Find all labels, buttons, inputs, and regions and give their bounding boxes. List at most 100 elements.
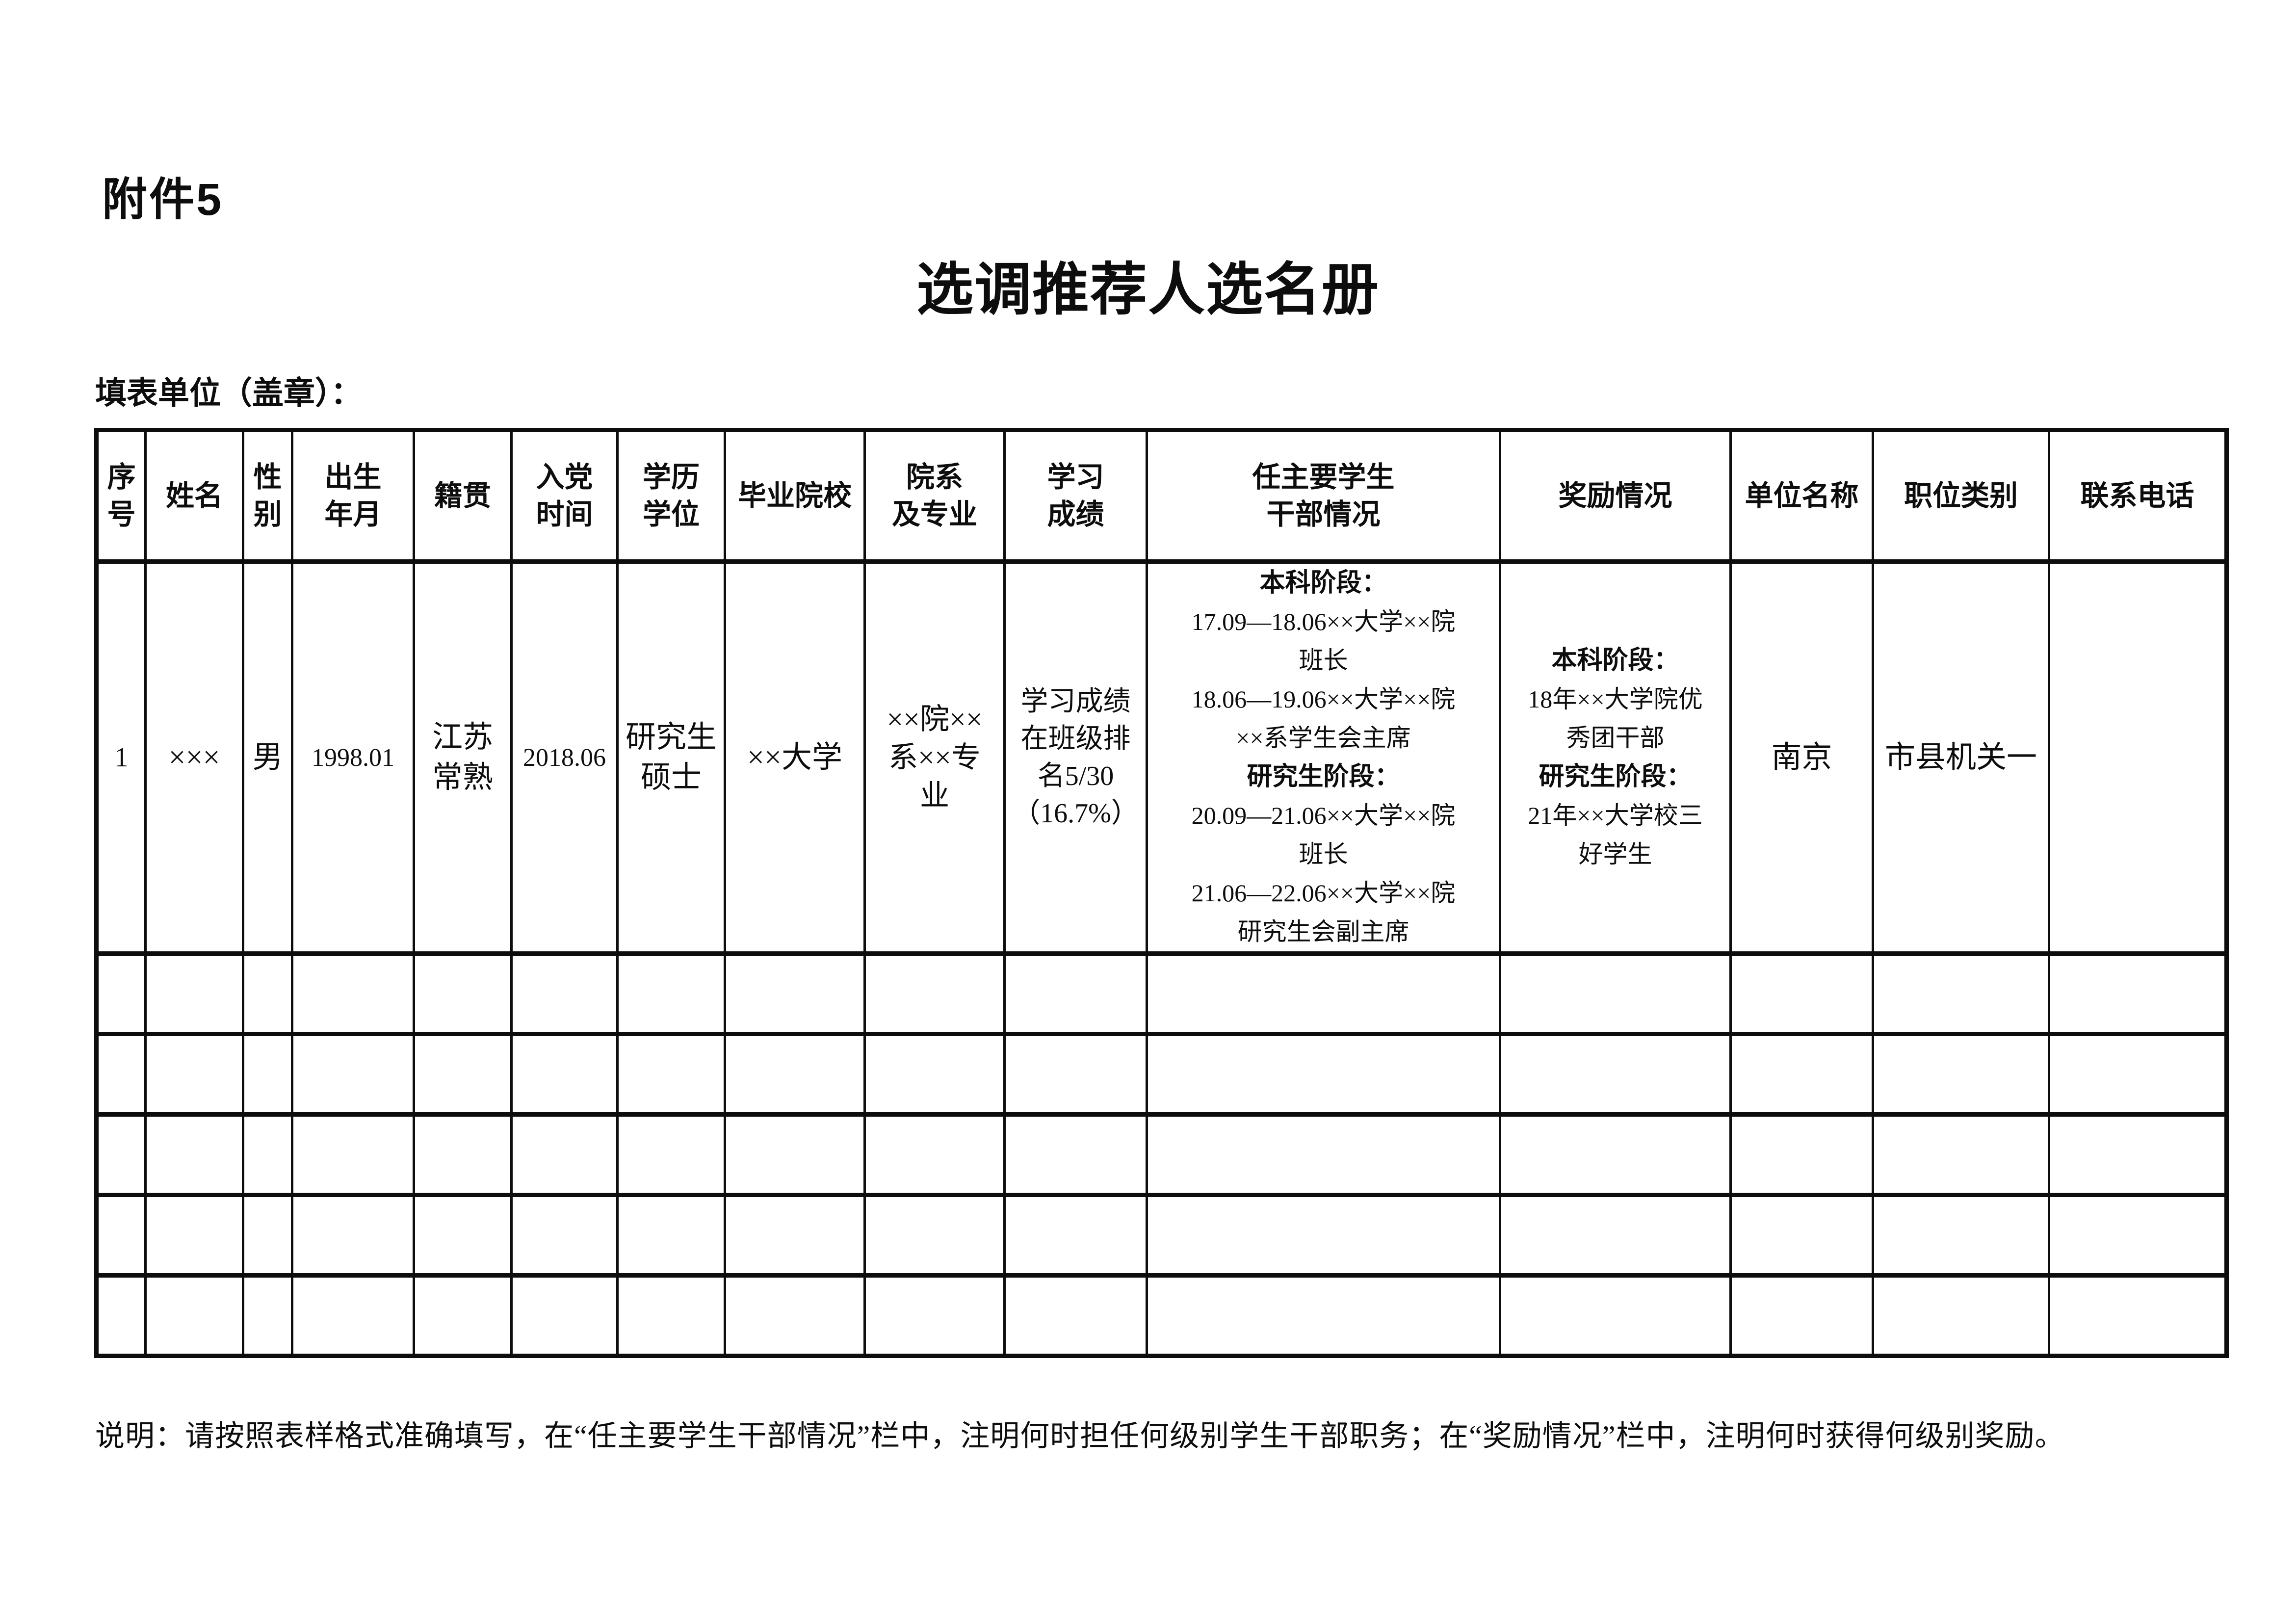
empty-cell xyxy=(510,1032,619,1117)
text-line: 研究生会副主席 xyxy=(1237,918,1409,945)
empty-cell xyxy=(863,1193,1006,1278)
cell-department-major: ××院×× 系××专 业 xyxy=(863,559,1006,956)
empty-cell xyxy=(1146,1193,1501,1278)
header-gender: 性 别 xyxy=(242,428,293,564)
empty-cell xyxy=(2048,951,2228,1036)
text-line: 17.09—18.06××大学××院 xyxy=(1191,608,1456,635)
empty-cell xyxy=(242,951,293,1036)
empty-cell xyxy=(413,951,513,1036)
empty-row xyxy=(95,1032,2228,1117)
roster-table: 序 号 姓名 性 别 出生 年月 籍贯 入党 时间 学历 学位 毕业院校 院系 … xyxy=(94,428,2229,1358)
header-name: 姓名 xyxy=(144,428,244,564)
text-line: 21.06—22.06××大学××院 xyxy=(1191,879,1456,907)
empty-cell xyxy=(2048,1032,2228,1117)
attachment-label: 附件5 xyxy=(102,175,224,225)
empty-cell xyxy=(95,1193,147,1278)
empty-cell xyxy=(1729,1193,1874,1278)
empty-cell xyxy=(510,1273,619,1358)
empty-row xyxy=(95,1112,2228,1197)
empty-cell xyxy=(616,951,726,1036)
empty-cell xyxy=(2048,1273,2228,1358)
empty-cell xyxy=(144,951,244,1036)
text-line: 好学生 xyxy=(1578,840,1652,868)
cell-academic-record: 学习成绩 在班级排 名5/30 （16.7%） xyxy=(1003,559,1148,956)
empty-cell xyxy=(863,1032,1006,1117)
empty-row xyxy=(95,1193,2228,1278)
empty-cell xyxy=(291,1273,415,1358)
stage-label-line: 研究生阶段： xyxy=(1247,762,1400,791)
empty-cell xyxy=(616,1193,726,1278)
text-line: 18年××大学院优 xyxy=(1528,685,1703,713)
empty-cell xyxy=(724,1273,866,1358)
empty-cell xyxy=(242,1193,293,1278)
empty-cell xyxy=(291,951,415,1036)
header-student-cadre: 任主要学生 干部情况 xyxy=(1146,428,1501,564)
empty-cell xyxy=(1003,1112,1148,1197)
empty-cell xyxy=(95,951,147,1036)
empty-cell xyxy=(242,1032,293,1117)
header-university: 毕业院校 xyxy=(724,428,866,564)
empty-cell xyxy=(144,1032,244,1117)
empty-cell xyxy=(1146,951,1501,1036)
empty-cell xyxy=(1499,1112,1732,1197)
empty-cell xyxy=(616,1273,726,1358)
cell-party-join-time: 2018.06 xyxy=(510,559,619,956)
cell-name: ××× xyxy=(144,559,244,956)
header-row: 序 号 姓名 性 别 出生 年月 籍贯 入党 时间 学历 学位 毕业院校 院系 … xyxy=(95,428,2228,564)
empty-cell xyxy=(2048,1112,2228,1197)
stage-label-line: 本科阶段： xyxy=(1259,569,1387,597)
empty-row xyxy=(95,951,2228,1036)
empty-cell xyxy=(1729,1112,1874,1197)
header-academic-record: 学习 成绩 xyxy=(1003,428,1148,564)
text-line: 班长 xyxy=(1299,840,1348,868)
empty-cell xyxy=(95,1112,147,1197)
page-title: 选调推荐人选名册 xyxy=(916,259,1380,322)
empty-cell xyxy=(1872,1112,2050,1197)
header-department-major: 院系 及专业 xyxy=(863,428,1006,564)
header-degree: 学历 学位 xyxy=(616,428,726,564)
empty-cell xyxy=(144,1273,244,1358)
empty-cell xyxy=(242,1273,293,1358)
empty-cell xyxy=(1872,1193,2050,1278)
empty-cell xyxy=(724,951,866,1036)
header-position-category: 职位类别 xyxy=(1872,428,2050,564)
empty-cell xyxy=(144,1112,244,1197)
empty-cell xyxy=(413,1032,513,1117)
roster-table-body: 序 号 姓名 性 别 出生 年月 籍贯 入党 时间 学历 学位 毕业院校 院系 … xyxy=(95,428,2228,1358)
empty-cell xyxy=(413,1273,513,1358)
stage-label-line: 本科阶段： xyxy=(1551,646,1679,675)
empty-cell xyxy=(2048,1193,2228,1278)
stage-label-line: 研究生阶段： xyxy=(1539,762,1692,791)
header-native-place: 籍贯 xyxy=(413,428,513,564)
cell-seq: 1 xyxy=(95,559,147,956)
empty-cell xyxy=(1003,1193,1148,1278)
empty-cell xyxy=(616,1112,726,1197)
header-birth-date: 出生 年月 xyxy=(291,428,415,564)
text-line: 秀团干部 xyxy=(1566,724,1665,752)
empty-cell xyxy=(413,1193,513,1278)
form-unit-label: 填表单位（盖章）： xyxy=(95,375,362,411)
note-text: 说明：请按照表样格式准确填写，在“任主要学生干部情况”栏中，注明何时担任何级别学… xyxy=(95,1420,2065,1452)
empty-cell xyxy=(1146,1273,1501,1358)
cell-student-cadre: 本科阶段： 17.09—18.06××大学××院 班长 18.06—19.06××大学… xyxy=(1146,559,1501,956)
table-row: 1 ××× 男 1998.01 江苏 常熟 2018.06 研究生 硕士 ××大… xyxy=(95,559,2228,956)
empty-row xyxy=(95,1273,2228,1358)
header-awards: 奖励情况 xyxy=(1499,428,1732,564)
empty-cell xyxy=(510,1112,619,1197)
empty-cell xyxy=(1499,1032,1732,1117)
cell-native-place: 江苏 常熟 xyxy=(413,559,513,956)
text-line: 班长 xyxy=(1299,647,1348,674)
cell-birth-date: 1998.01 xyxy=(291,559,415,956)
empty-cell xyxy=(1499,1273,1732,1358)
cell-university: ××大学 xyxy=(724,559,866,956)
empty-cell xyxy=(510,951,619,1036)
text-line: 18.06—19.06××大学××院 xyxy=(1191,685,1456,713)
empty-cell xyxy=(863,1273,1006,1358)
empty-cell xyxy=(724,1032,866,1117)
empty-cell xyxy=(1499,1193,1732,1278)
empty-cell xyxy=(291,1112,415,1197)
cell-awards: 本科阶段： 18年××大学院优 秀团干部研究生阶段： 21年××大学校三 好学生 xyxy=(1499,559,1732,956)
empty-cell xyxy=(863,1112,1006,1197)
text-line: ××系学生会主席 xyxy=(1236,724,1411,752)
text-line: 21年××大学校三 xyxy=(1528,802,1703,829)
